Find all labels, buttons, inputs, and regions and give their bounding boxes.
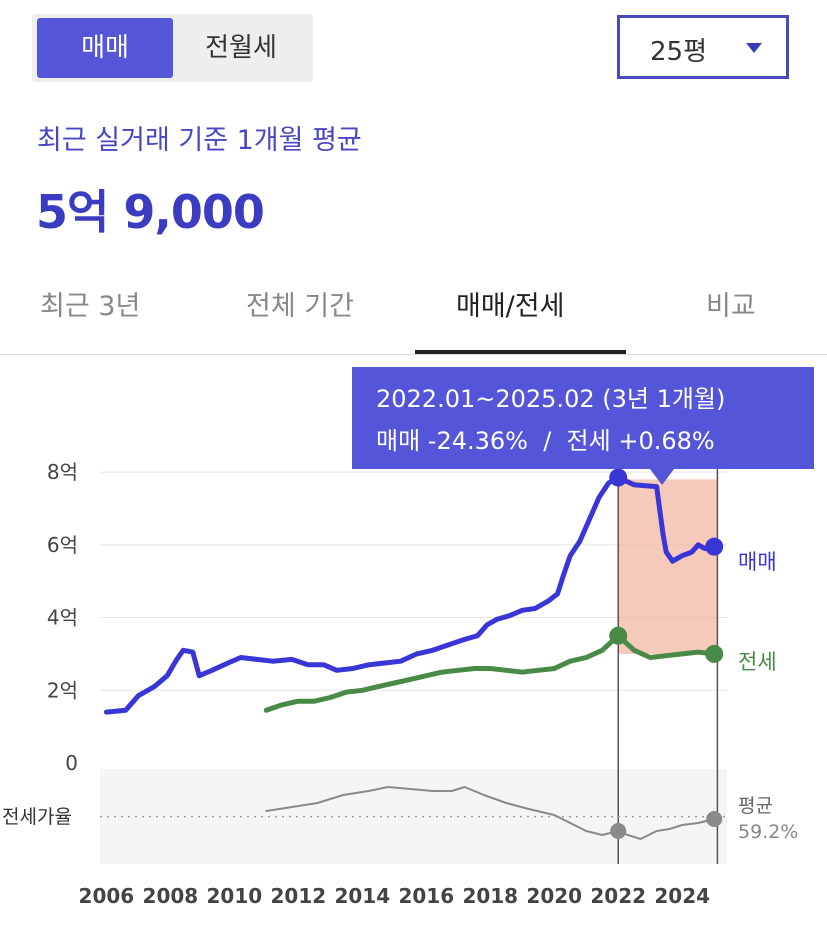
legend-average-value: 59.2% — [738, 821, 798, 843]
y-tick-label: 4억 — [47, 606, 78, 630]
sale-series-line — [103, 475, 717, 715]
legend-average-label: 평균 — [738, 795, 773, 817]
x-tick-label: 2018 — [462, 884, 518, 908]
y-tick-label: 0 — [65, 751, 78, 775]
size-select[interactable]: 25평 — [617, 15, 789, 79]
jeonse-series-end-point — [705, 644, 724, 663]
x-tick-label: 2020 — [526, 884, 582, 908]
y-tick-label: 2억 — [47, 678, 78, 702]
summary-subtitle: 최근 실거래 기준 1개월 평균 — [37, 125, 362, 156]
sale-series-end-point — [705, 537, 724, 556]
y-tick-label: 8억 — [47, 460, 78, 484]
legend-jeonse-label: 전세 — [738, 650, 777, 674]
x-tick-label: 2016 — [398, 884, 454, 908]
ratio-label: 전세가율 — [2, 806, 72, 828]
sale-toggle-button[interactable]: 매매 — [37, 18, 173, 78]
tab-sale-jeonse[interactable]: 매매/전세 — [456, 291, 565, 322]
highlight-range-fill — [618, 479, 718, 654]
ratio-panel-bg — [100, 769, 727, 864]
price-chart: 0 2억 4억 6억 8억 2006 2008 2010 2012 2014 2016 2018 20… — [2, 367, 814, 908]
x-tick-label: 2008 — [143, 884, 199, 908]
y-tick-label: 6억 — [47, 533, 78, 557]
tooltip-change: 매매 -24.36% / 전세 +0.68% — [376, 427, 715, 455]
x-tick-label: 2014 — [334, 884, 390, 908]
size-select-value: 25평 — [650, 37, 708, 67]
legend-sale-label: 매매 — [738, 550, 777, 574]
x-tick-label: 2024 — [654, 884, 710, 908]
ratio-series-end-point — [706, 811, 723, 827]
x-tick-label: 2022 — [590, 884, 646, 908]
range-tooltip: 2022.01~2025.02 (3년 1개월) 매매 -24.36% / 전세… — [352, 367, 814, 485]
ratio-series-start-point — [610, 823, 627, 839]
jeonse-series-start-point — [609, 626, 628, 645]
active-tab-indicator — [415, 350, 626, 354]
jeonse-toggle-button[interactable]: 전월세 — [205, 33, 277, 63]
tooltip-period: 2022.01~2025.02 (3년 1개월) — [376, 385, 725, 413]
x-tick-label: 2006 — [79, 884, 135, 908]
summary-price: 5억 9,000 — [36, 185, 265, 239]
x-tick-label: 2010 — [207, 884, 263, 908]
period-tabs: 최근 3년 전체 기간 매매/전세 비교 — [0, 270, 827, 355]
tab-compare[interactable]: 비교 — [706, 291, 756, 322]
x-tick-label: 2012 — [271, 884, 327, 908]
jeonse-series-line — [263, 633, 717, 713]
sale-series-start-point — [609, 468, 628, 487]
trade-type-toggle: 매매 전월세 — [32, 14, 313, 82]
caret-down-icon — [746, 43, 762, 53]
ratio-series-line — [265, 786, 716, 840]
tab-recent-3y[interactable]: 최근 3년 — [40, 291, 141, 322]
tab-all-period[interactable]: 전체 기간 — [246, 291, 354, 322]
